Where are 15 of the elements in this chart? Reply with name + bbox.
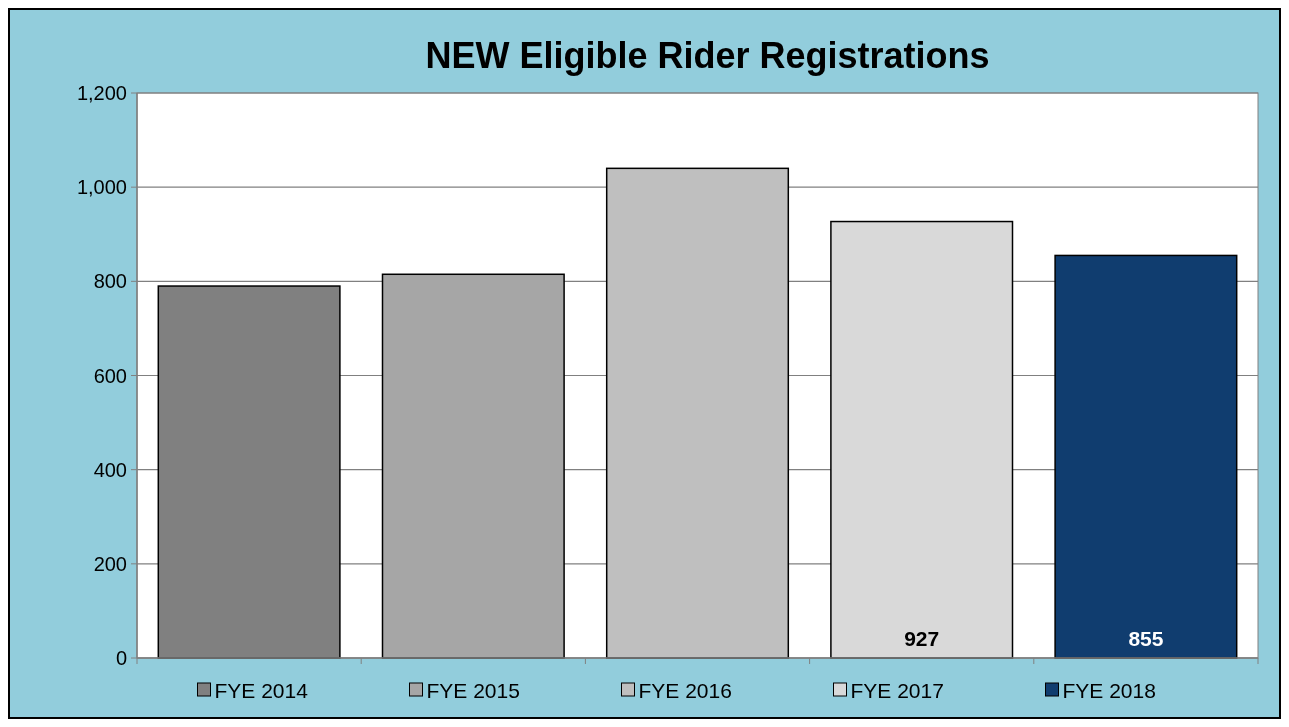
- legend-label: FYE 2015: [426, 679, 520, 703]
- y-tick-label: 0: [115, 647, 127, 669]
- legend-label: FYE 2017: [850, 679, 944, 703]
- y-tick-label: 400: [93, 458, 127, 481]
- legend-label: FYE 2014: [214, 679, 309, 703]
- legend-label: FYE 2018: [1062, 679, 1156, 703]
- chart-title: NEW Eligible Rider Registrations: [425, 35, 990, 76]
- y-tick-label: 200: [93, 552, 127, 575]
- y-tick-label: 1,000: [76, 176, 127, 199]
- data-label: 927: [904, 627, 940, 650]
- y-tick-label: 600: [93, 364, 127, 387]
- y-tick-label: 1,200: [76, 82, 127, 104]
- legend-label: FYE 2016: [638, 679, 732, 703]
- y-tick-label: 800: [93, 270, 127, 293]
- data-label: 855: [1128, 627, 1164, 650]
